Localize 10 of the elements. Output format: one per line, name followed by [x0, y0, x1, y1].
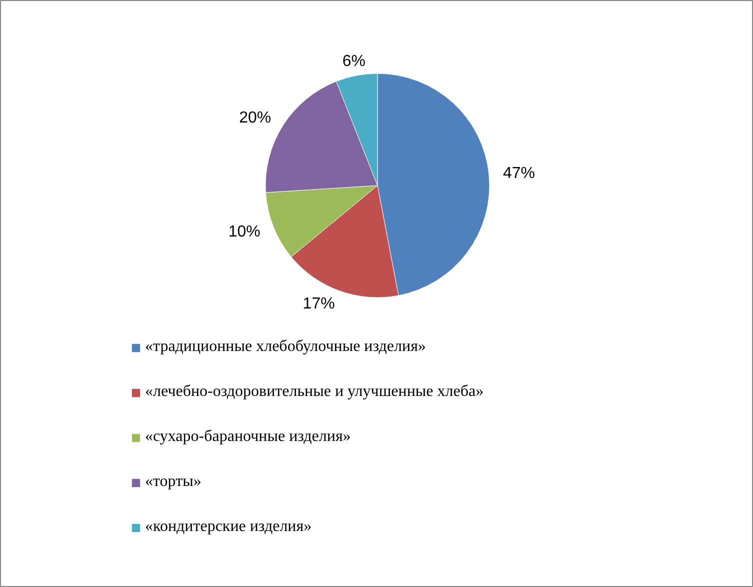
legend-label: «сухаро-бараночные изделия»: [145, 427, 351, 447]
data-label: 17%: [302, 296, 335, 313]
legend-label: «лечебно-оздоровительные и улучшенные хлеба»: [145, 382, 484, 402]
legend-label: «традиционные хлебобулочные изделия»: [145, 337, 426, 357]
data-label: 47%: [502, 165, 535, 182]
legend-label: «торты»: [145, 472, 202, 492]
data-label: 6%: [342, 53, 366, 70]
data-label: 10%: [228, 223, 260, 240]
legend-label: «кондитерские изделия»: [145, 517, 312, 537]
data-label: 20%: [239, 109, 272, 126]
